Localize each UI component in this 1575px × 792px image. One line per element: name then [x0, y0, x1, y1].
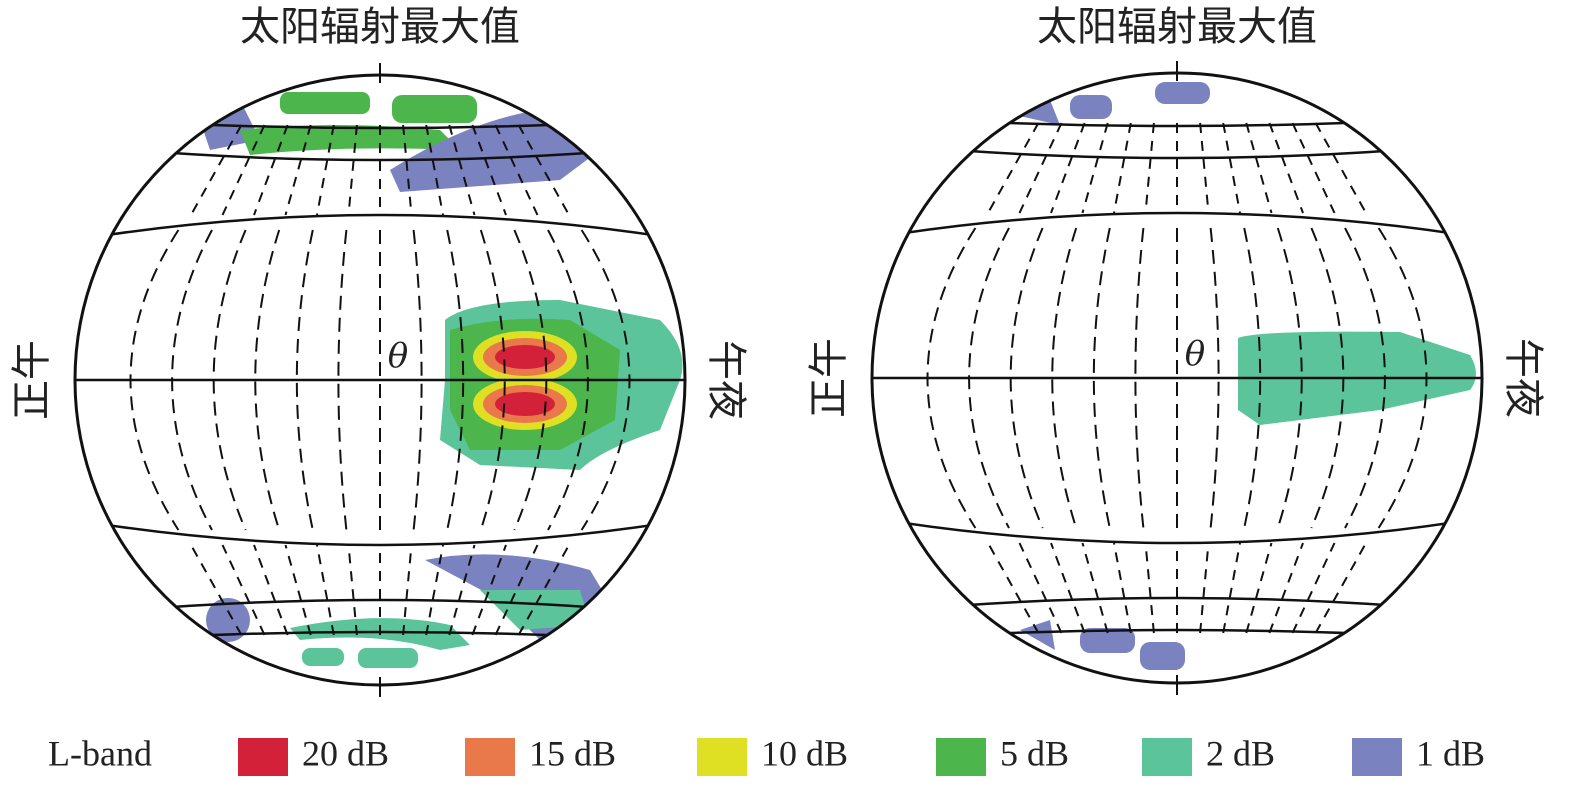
meridian [1144, 542, 1155, 634]
legend-swatch [1352, 738, 1402, 776]
meridian [1222, 122, 1241, 214]
latitude-line [75, 213, 685, 242]
meridian [1377, 227, 1428, 529]
meridian [987, 122, 1040, 214]
meridian [425, 124, 444, 216]
legend: L-band 20 dB 15 dB 10 dB 5 dB 2 dB 1 dB [48, 733, 1485, 776]
meridian [513, 229, 548, 531]
legend-swatch [1142, 738, 1192, 776]
meridian [1051, 227, 1078, 529]
meridian [316, 544, 335, 636]
legend-swatch [238, 738, 288, 776]
meridian [253, 124, 289, 216]
legend-swatch [697, 738, 747, 776]
meridian [547, 229, 589, 531]
meridian [254, 229, 281, 531]
meridian [347, 544, 358, 636]
meridian [1113, 542, 1132, 634]
panel-title: 太阳辐射最大值 [240, 4, 520, 50]
meridian [402, 544, 413, 636]
meridian [987, 542, 1040, 634]
noon-label: 正午 [806, 338, 852, 418]
legend-label: 20 dB [302, 733, 389, 773]
legend-label: 5 dB [1000, 733, 1069, 773]
meridian [968, 227, 1010, 529]
latitude-line [872, 211, 1482, 240]
meridian [1222, 542, 1241, 634]
legend-label: 1 dB [1416, 733, 1485, 773]
theta-label: θ [388, 336, 408, 376]
meridian [1009, 227, 1044, 529]
meridian [471, 544, 507, 636]
meridian [1314, 122, 1367, 214]
meridian [1310, 227, 1345, 529]
panel-title: 太阳辐射最大值 [1037, 4, 1317, 50]
meridian [926, 227, 977, 529]
legend-label: 2 dB [1206, 733, 1275, 773]
meridian [1199, 122, 1210, 214]
meridian [1268, 542, 1304, 634]
meridian [284, 544, 312, 636]
meridian [1081, 122, 1109, 214]
theta-label: θ [1185, 334, 1205, 374]
noon-label: 正午 [9, 340, 55, 420]
meridian [1199, 542, 1210, 634]
grid [75, 116, 685, 644]
meridian [212, 229, 247, 531]
grids [73, 61, 1484, 697]
meridian [1144, 122, 1155, 214]
meridian [1050, 542, 1086, 634]
scintillation-map-left [200, 92, 683, 668]
meridian [1268, 122, 1304, 214]
meridian [1245, 122, 1273, 214]
meridian [1276, 227, 1303, 529]
meridian [1245, 542, 1273, 634]
latitude-line [872, 516, 1482, 545]
meridian [129, 229, 180, 531]
meridian [347, 124, 358, 216]
meridian [479, 229, 506, 531]
legend-label: 15 dB [529, 733, 616, 773]
scintillation-map-right [1015, 82, 1476, 670]
meridian [171, 229, 213, 531]
legend-label: 10 dB [761, 733, 848, 773]
meridian [1050, 122, 1086, 214]
legend-title: L-band [48, 733, 152, 773]
meridian [253, 544, 289, 636]
legend-swatch [465, 738, 515, 776]
meridian [1314, 542, 1367, 634]
meridian [284, 124, 312, 216]
meridian [448, 544, 476, 636]
meridian [1081, 542, 1109, 634]
legend-swatch [936, 738, 986, 776]
meridian [1113, 122, 1132, 214]
meridian [425, 544, 444, 636]
midnight-label: 午夜 [1500, 338, 1546, 418]
grid [872, 114, 1482, 642]
meridian [580, 229, 631, 531]
meridian [316, 124, 335, 216]
midnight-label: 午夜 [703, 340, 749, 420]
meridian [1344, 227, 1386, 529]
latitude-line [75, 518, 685, 547]
meridian [402, 124, 413, 216]
meridian [471, 124, 507, 216]
meridian [448, 124, 476, 216]
